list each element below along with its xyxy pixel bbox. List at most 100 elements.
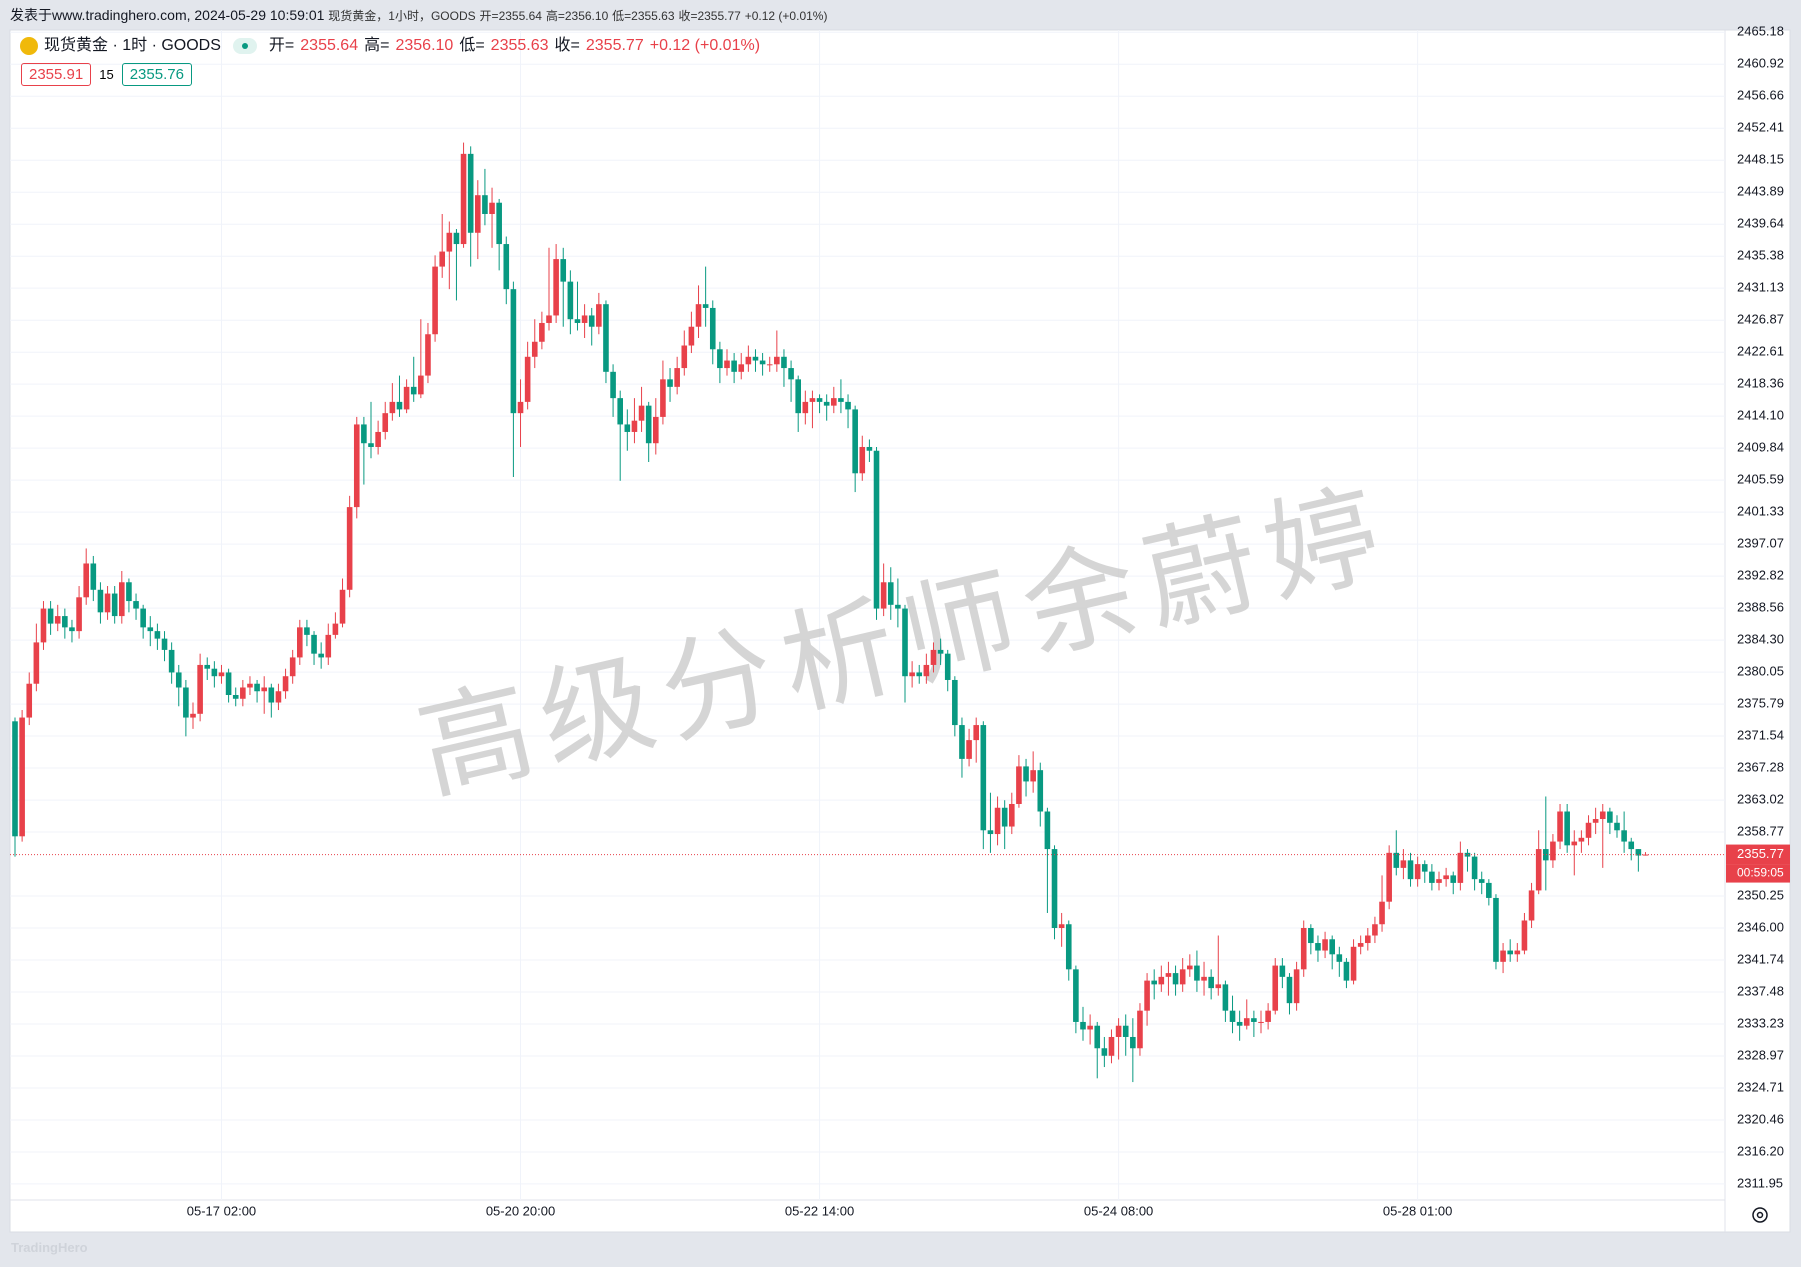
candle-body: [126, 582, 132, 602]
y-tick-label: 2397.07: [1737, 536, 1784, 551]
candle-body: [1585, 822, 1592, 838]
candle-body: [104, 593, 111, 613]
bid-button[interactable]: 2355.91: [21, 63, 92, 86]
candle-body: [439, 251, 445, 267]
candle-body: [1115, 1025, 1122, 1037]
candle-body: [475, 195, 481, 233]
candle-body: [154, 631, 161, 639]
ohlc-label: 收=: [678, 9, 698, 23]
ask-button[interactable]: 2355.76: [121, 63, 192, 86]
candle-body: [311, 634, 317, 654]
candle-body: [973, 725, 979, 741]
x-tick-label: 05-24 08:00: [1084, 1203, 1153, 1218]
candle-body: [183, 687, 189, 718]
candle-body: [702, 304, 709, 308]
candle-body: [823, 401, 830, 406]
candle-body: [994, 807, 1001, 835]
candle-body: [838, 398, 844, 402]
candle-body: [1144, 980, 1150, 1011]
y-tick-label: 2431.13: [1737, 280, 1784, 295]
settings-button[interactable]: [1752, 1207, 1768, 1223]
candle-body: [282, 676, 289, 692]
y-tick-label: 2363.02: [1737, 792, 1784, 807]
y-tick-label: 2337.48: [1737, 983, 1784, 998]
candle-body: [1165, 973, 1172, 977]
candle-body: [232, 695, 239, 699]
y-tick-label: 2320.46: [1737, 1111, 1784, 1126]
candle-body: [1557, 811, 1563, 842]
candle-body: [866, 446, 873, 451]
candle-body: [1414, 864, 1421, 880]
candle-body: [1179, 969, 1186, 985]
candle-body: [268, 687, 275, 703]
candle-body: [510, 289, 517, 414]
candle-body: [69, 627, 75, 632]
y-tick-label: 2367.28: [1737, 759, 1784, 774]
candle-body: [560, 259, 567, 282]
candle-body: [1543, 849, 1549, 861]
candle-body: [382, 413, 389, 432]
candle-body: [1208, 976, 1214, 989]
y-tick-label: 2405.59: [1737, 472, 1784, 487]
candle-body: [944, 653, 951, 680]
candle-body: [1350, 946, 1357, 981]
ohlc-label: 高=: [364, 37, 390, 54]
ohlc-label: 开=: [479, 9, 499, 23]
candle-body: [1407, 860, 1414, 880]
legend-title[interactable]: 现货黄金 · 1时 · GOODS: [44, 37, 221, 54]
market-status: [232, 38, 257, 54]
x-tick-label: 05-22 14:00: [785, 1203, 854, 1218]
y-tick-label: 2414.10: [1737, 408, 1784, 423]
ohlc-value: 2356.10: [395, 37, 454, 54]
candle-body: [140, 608, 146, 628]
candle-body: [1073, 969, 1079, 1022]
candle-body: [147, 627, 154, 632]
candle-body: [1080, 1021, 1086, 1030]
symbol-info: 现货黄金，1小时，GOODS: [328, 9, 476, 23]
y-tick-label: 2384.30: [1737, 632, 1784, 647]
candle-body: [1336, 954, 1343, 962]
candle-body: [923, 664, 930, 677]
candle-body: [1030, 770, 1036, 782]
candle-body: [1044, 811, 1051, 850]
candle-body: [617, 398, 623, 425]
candle-body: [959, 725, 965, 759]
y-tick-label: 2316.20: [1737, 1143, 1784, 1158]
candle-body: [603, 304, 609, 372]
candle-body: [1500, 950, 1506, 962]
candle-body: [766, 364, 773, 366]
candle-body: [1151, 980, 1157, 985]
y-tick-label: 2439.64: [1737, 216, 1784, 231]
candle-body: [339, 589, 346, 624]
y-tick-label: 2443.89: [1737, 184, 1784, 199]
candle-body: [353, 424, 360, 508]
candle-body: [1400, 860, 1407, 868]
candle-body: [1229, 1010, 1236, 1022]
candle-body: [275, 691, 282, 703]
grid: [10, 30, 1725, 1200]
candle-body: [396, 401, 403, 410]
candle-body: [1386, 852, 1392, 902]
candle-body: [197, 664, 203, 714]
y-tick-label: 2328.97: [1737, 1047, 1784, 1062]
candle-body: [1372, 924, 1378, 936]
candle-body: [1023, 766, 1029, 782]
y-tick-label: 2311.95: [1737, 1175, 1783, 1190]
candle-body: [1094, 1025, 1101, 1049]
candle-body: [1101, 1048, 1108, 1056]
candle-body: [1607, 811, 1613, 823]
candle-body: [539, 322, 545, 342]
candle-body: [325, 634, 332, 658]
candle-body: [418, 375, 424, 395]
y-tick-label: 2324.71: [1737, 1079, 1784, 1094]
y-tick-label: 2371.54: [1737, 727, 1784, 742]
candle-body: [496, 202, 502, 245]
candle-body: [517, 401, 524, 414]
y-tick-label: 2375.79: [1737, 696, 1784, 711]
candle-body: [1272, 965, 1279, 1011]
candle-body: [1108, 1036, 1115, 1056]
settings-icon: [1756, 1211, 1764, 1219]
y-tick-label: 2426.87: [1737, 312, 1784, 327]
candle-body: [759, 360, 766, 365]
